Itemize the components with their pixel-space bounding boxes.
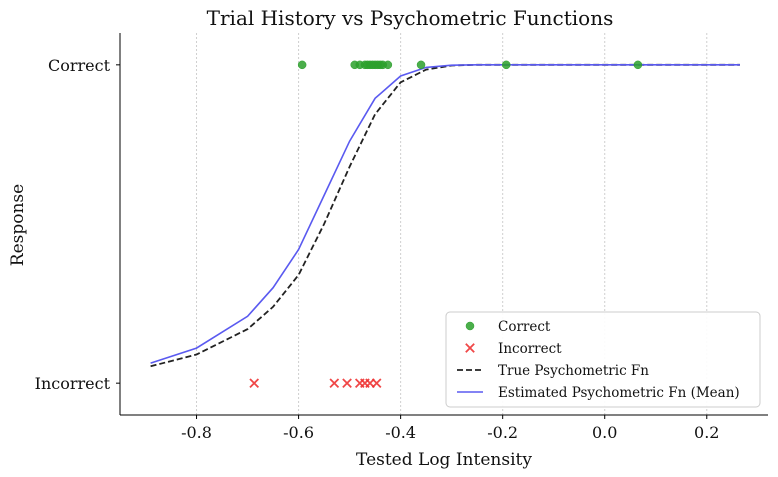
x-tick-label: 0.0 xyxy=(592,423,617,442)
correct-point xyxy=(501,60,511,70)
y-tick-label: Incorrect xyxy=(35,374,111,393)
x-axis-label: Tested Log Intensity xyxy=(356,450,532,470)
correct-point xyxy=(297,60,307,70)
legend-entry-label: True Psychometric Fn xyxy=(498,363,649,379)
legend-marker-incorrect xyxy=(465,343,475,353)
x-tick-label: -0.8 xyxy=(181,423,212,442)
correct-point xyxy=(633,60,643,70)
incorrect-point xyxy=(342,378,352,389)
y-axis-label: Response xyxy=(8,184,28,266)
x-tick-label: 0.2 xyxy=(694,423,719,442)
legend-box xyxy=(445,311,761,408)
legend-marker-correct xyxy=(465,321,475,331)
legend-entry-label: Correct xyxy=(498,319,551,335)
incorrect-point xyxy=(329,378,340,389)
legend-entry-label: Incorrect xyxy=(498,341,562,357)
correct-point xyxy=(383,60,393,70)
x-tick-label: -0.2 xyxy=(487,423,518,442)
legend: Correct Incorrect True Psychometric Fn Esti… xyxy=(445,311,761,408)
series-layer xyxy=(150,60,740,389)
y-tick-label: Correct xyxy=(48,56,111,75)
tick-layer: -0.8 -0.6 -0.4 -0.2 0.0 0.2 Incorrect Correct xyxy=(35,56,720,442)
estimated-psychometric-line xyxy=(150,64,740,364)
x-tick-label: -0.4 xyxy=(385,423,416,442)
legend-entry-label: Estimated Psychometric Fn (Mean) xyxy=(498,385,740,401)
chart-title: Trial History vs Psychometric Functions xyxy=(207,6,614,30)
correct-point xyxy=(416,60,426,70)
incorrect-point xyxy=(249,378,260,389)
x-tick-label: -0.6 xyxy=(283,423,314,442)
incorrect-point xyxy=(371,378,382,389)
